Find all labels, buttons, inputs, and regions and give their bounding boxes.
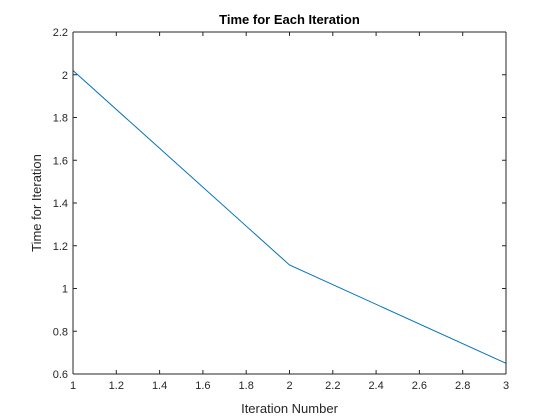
series-layer [72,70,507,364]
plot-area [73,32,506,374]
x-tick-label: 2 [286,380,292,392]
x-axis-title: Iteration Number [241,401,338,416]
y-tick-label: 1.4 [53,198,68,210]
x-tick-label: 2.8 [455,380,470,392]
y-tick-label: 0.6 [53,369,68,381]
x-tick-label: 3 [503,380,509,392]
x-tick-label: 2.4 [368,380,383,392]
y-tick-label: 2 [62,70,68,82]
y-axis-title: Time for Iteration [29,154,44,252]
x-tick-label: 1 [70,380,76,392]
x-tick-label: 1.6 [195,380,210,392]
series-line-1 [72,70,507,364]
y-tick-label: 1.6 [53,155,68,167]
x-tick-label: 1.8 [239,380,254,392]
ticks-layer: 1 1.2 1.4 1.6 1.8 2 2.2 2.4 2.6 2.8 3 0.6 0.8 1 1.2 1.4… [53,27,509,392]
x-tick-label: 2.6 [412,380,427,392]
y-tick-label: 1.8 [53,113,68,125]
y-tick-label: 1.2 [53,241,68,253]
chart-title: Time for Each Iteration [219,12,360,27]
y-tick-label: 1 [62,284,68,296]
y-tick-label: 2.2 [53,27,68,39]
y-tick-label: 0.8 [53,326,68,338]
x-tick-label: 1.2 [109,380,124,392]
x-tick-label: 2.2 [325,380,340,392]
x-tick-label: 1.4 [152,380,167,392]
